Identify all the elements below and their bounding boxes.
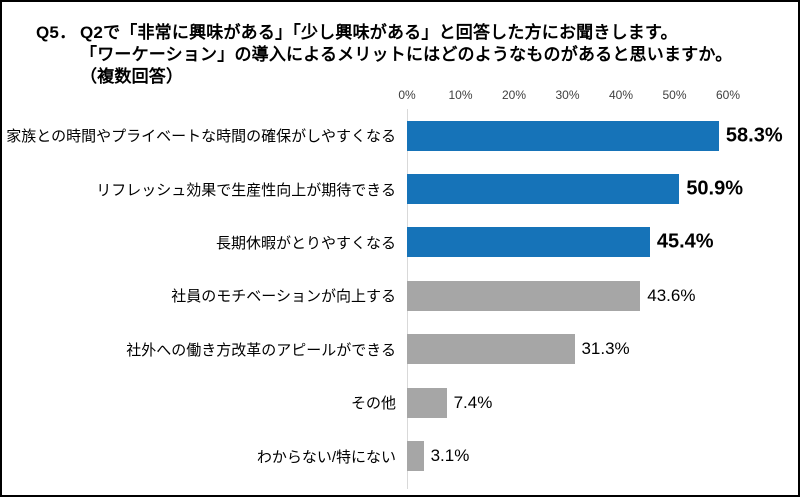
question-line-3: （複数回答） — [80, 67, 184, 86]
value-label: 58.3% — [725, 124, 783, 147]
bar-row: 社員のモチベーションが向上する 43.6% — [2, 269, 798, 322]
x-axis-tick: 20% — [501, 88, 527, 102]
category-label: 長期休暇がとりやすくなる — [215, 234, 396, 252]
value-label: 43.6% — [647, 285, 696, 305]
x-axis-tick: 0% — [398, 88, 416, 102]
bar — [407, 174, 680, 205]
value-label: 31.3% — [581, 339, 630, 359]
x-axis-tick: 10% — [448, 88, 473, 102]
x-axis-tick: 60% — [715, 88, 741, 102]
question-number: Q5． — [36, 23, 77, 42]
bar-row: 社外への働き方改革のアピールができる 31.3% — [2, 323, 798, 376]
category-label: その他 — [350, 395, 396, 413]
value-label: 50.9% — [686, 177, 744, 200]
bar — [407, 334, 575, 365]
value-label: 3.1% — [430, 446, 470, 466]
bar-row: その他 7.4% — [2, 376, 798, 429]
bar-row: 家族との時間やプライベートな時間の確保がしやすくなる 58.3% — [2, 109, 798, 162]
value-label: 45.4% — [656, 230, 714, 253]
question-title: Q5． Q2で「非常に興味がある」「少し興味がある」と回答した方にお聞きします。… — [36, 22, 732, 88]
category-label: 社外への働き方改革のアピールができる — [126, 341, 396, 359]
x-axis-ticks: 0% 10% 20% 30% 40% 50% 60% — [2, 88, 798, 104]
category-label: リフレッシュ効果で生産性向上が期待できる — [96, 181, 396, 199]
bar-row: わからない/特にない 3.1% — [2, 429, 798, 482]
question-line-2: 「ワーケーション」の導入によるメリットにはどのようなものがあると思いますか。 — [80, 45, 733, 64]
x-axis-tick: 30% — [555, 88, 580, 102]
bar — [407, 441, 424, 472]
bar — [407, 227, 650, 258]
category-label: 家族との時間やプライベートな時間の確保がしやすくなる — [6, 128, 396, 146]
x-axis-tick: 40% — [608, 88, 634, 102]
category-label: 社員のモチベーションが向上する — [171, 288, 396, 306]
bar — [407, 387, 447, 418]
value-label: 7.4% — [453, 392, 493, 412]
bar — [407, 280, 641, 311]
bar-row: 長期休暇がとりやすくなる 45.4% — [2, 216, 798, 269]
bar — [407, 120, 719, 151]
category-label: わからない/特にない — [256, 448, 396, 466]
question-line-1: Q2で「非常に興味がある」「少し興味がある」と回答した方にお聞きします。 — [80, 23, 678, 42]
question-text: Q2で「非常に興味がある」「少し興味がある」と回答した方にお聞きします。 「ワー… — [80, 22, 732, 88]
x-axis-tick: 50% — [662, 88, 687, 102]
bar-row: リフレッシュ効果で生産性向上が期待できる 50.9% — [2, 162, 798, 215]
